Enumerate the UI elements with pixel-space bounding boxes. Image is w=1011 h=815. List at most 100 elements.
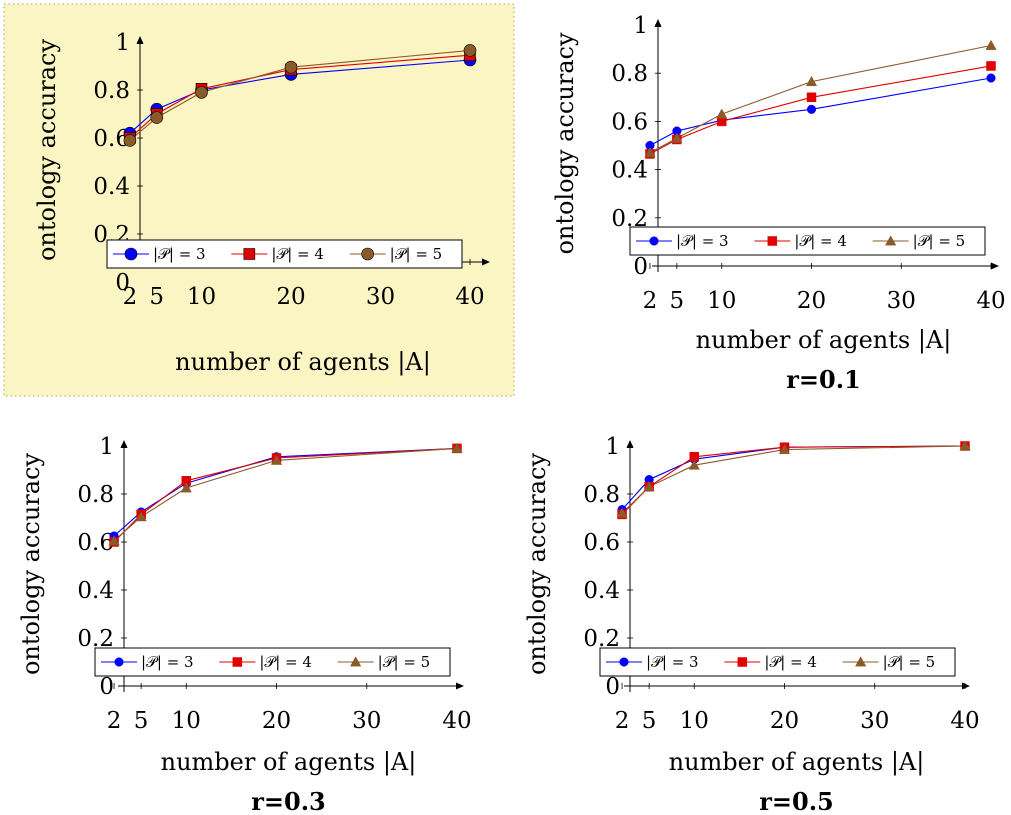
x-tick-label: 40	[442, 708, 471, 734]
y-tick-label: 0	[605, 674, 620, 700]
x-tick-label: 30	[352, 708, 381, 734]
x-tick-label: 20	[770, 708, 799, 734]
series-line-2	[113, 447, 458, 543]
x-tick-label: 30	[366, 284, 395, 310]
y-tick-label: 0.4	[77, 578, 114, 604]
y-axis-title: ontology accuracy	[33, 39, 61, 262]
y-tick-label: 0.8	[583, 482, 620, 508]
legend-label: |𝒫| = 3	[676, 232, 729, 250]
legend-marker	[361, 247, 374, 261]
legend-box	[629, 226, 986, 256]
legend-marker	[885, 235, 897, 246]
legend-marker	[619, 657, 629, 667]
y-axis-title: ontology accuracy	[551, 32, 579, 255]
data-point-s3	[616, 507, 628, 518]
legend-label: |𝒫| = 5	[913, 232, 966, 250]
legend-box	[599, 647, 956, 677]
data-point-s3	[463, 44, 477, 57]
y-tick-label: 0.8	[93, 78, 130, 104]
data-point-s3	[123, 134, 137, 147]
data-point-s3	[284, 60, 298, 74]
data-point-s3	[270, 454, 283, 465]
legend-label: |𝒫| = 5	[883, 653, 936, 671]
legend-label: |𝒫| = 4	[764, 653, 817, 671]
data-point-s3	[778, 443, 791, 455]
legend-box	[94, 647, 451, 677]
series-line-1	[621, 445, 966, 510]
legend-label: |𝒫| = 3	[141, 653, 194, 671]
x-tick-label: 5	[149, 284, 164, 310]
x-tick-label: 10	[172, 708, 201, 734]
y-tick-label: 0.8	[77, 482, 114, 508]
x-axis-title: number of agents |A|	[161, 748, 417, 777]
data-point-s3	[671, 132, 683, 143]
y-tick-label: 0.4	[583, 578, 620, 604]
panel-caption: r=0.1	[786, 365, 861, 394]
legend-marker	[124, 247, 138, 261]
data-point-s2	[806, 92, 817, 103]
data-point-s3	[195, 86, 208, 99]
y-tick-label: 0.4	[611, 158, 648, 184]
panel-caption: r=0.5	[759, 787, 834, 815]
x-tick-label: 10	[680, 708, 709, 734]
data-point-s3	[150, 111, 164, 124]
series-line-3	[621, 445, 966, 514]
legend-label: |𝒫| = 3	[646, 653, 699, 671]
x-tick-label: 2	[643, 288, 658, 314]
x-tick-label: 40	[976, 288, 1005, 314]
data-point-s3	[135, 511, 147, 522]
x-tick-label: 40	[950, 708, 979, 734]
data-point-s3	[180, 482, 192, 493]
y-tick-label: 0.6	[77, 530, 114, 556]
x-axis-arrow	[482, 258, 490, 266]
legend-marker	[243, 248, 256, 260]
x-tick-label: 2	[615, 708, 630, 734]
legend-label: |𝒫| = 4	[259, 653, 312, 671]
x-tick-label: 40	[455, 284, 484, 310]
x-tick-label: 2	[123, 284, 138, 310]
data-point-s3	[108, 535, 120, 546]
x-tick-label: 30	[860, 708, 889, 734]
legend-marker	[855, 656, 867, 667]
x-axis-arrow	[456, 682, 464, 690]
y-tick-label: 0	[633, 254, 648, 280]
x-axis-arrow	[991, 262, 999, 270]
x-tick-label: 10	[187, 284, 216, 310]
series-line-2	[621, 445, 966, 515]
x-tick-label: 20	[797, 288, 826, 314]
y-tick-label: 0	[99, 674, 114, 700]
legend-label: |𝒫| = 4	[271, 245, 324, 263]
data-point-s3	[451, 442, 463, 453]
y-tick-label: 0.6	[611, 109, 648, 135]
y-axis-arrow	[626, 440, 634, 448]
legend-label: |𝒫| = 3	[153, 245, 206, 263]
x-tick-label: 20	[262, 708, 291, 734]
chart-panel-4: 00.20.40.60.812 5 10 20 30 40|𝒫| = 3 |𝒫| = 4 |𝒫…	[523, 434, 980, 815]
legend-box	[106, 239, 463, 269]
y-tick-label: 0.8	[611, 61, 648, 87]
panel-caption: r=0.3	[251, 787, 326, 815]
legend-label: |𝒫| = 5	[390, 245, 443, 263]
data-point-s3	[985, 39, 997, 50]
series-line-1	[649, 77, 992, 146]
data-point-s3	[688, 459, 700, 470]
legend-label: |𝒫| = 4	[794, 232, 847, 250]
x-tick-label: 30	[887, 288, 916, 314]
data-point-s3	[959, 440, 971, 451]
x-axis-arrow	[962, 682, 970, 690]
chart-panel-1: 00.20.40.60.812 5 10 20 30 40|𝒫| = 3 |𝒫| = 4 |𝒫…	[3, 3, 515, 397]
x-axis-title: number of agents |A|	[696, 326, 952, 355]
data-point-s3	[643, 481, 655, 492]
data-point-s3	[716, 108, 728, 119]
series-line-3	[649, 44, 992, 154]
x-tick-label: 5	[642, 708, 657, 734]
x-axis-title: number of agents |A|	[175, 348, 431, 377]
legend-marker	[114, 657, 124, 667]
data-point-s3	[644, 147, 656, 158]
data-point-s1	[806, 104, 817, 114]
y-axis-arrow	[120, 440, 128, 448]
series-line-3	[113, 447, 458, 542]
legend-marker	[649, 236, 659, 246]
y-tick-label: 1	[605, 434, 620, 460]
